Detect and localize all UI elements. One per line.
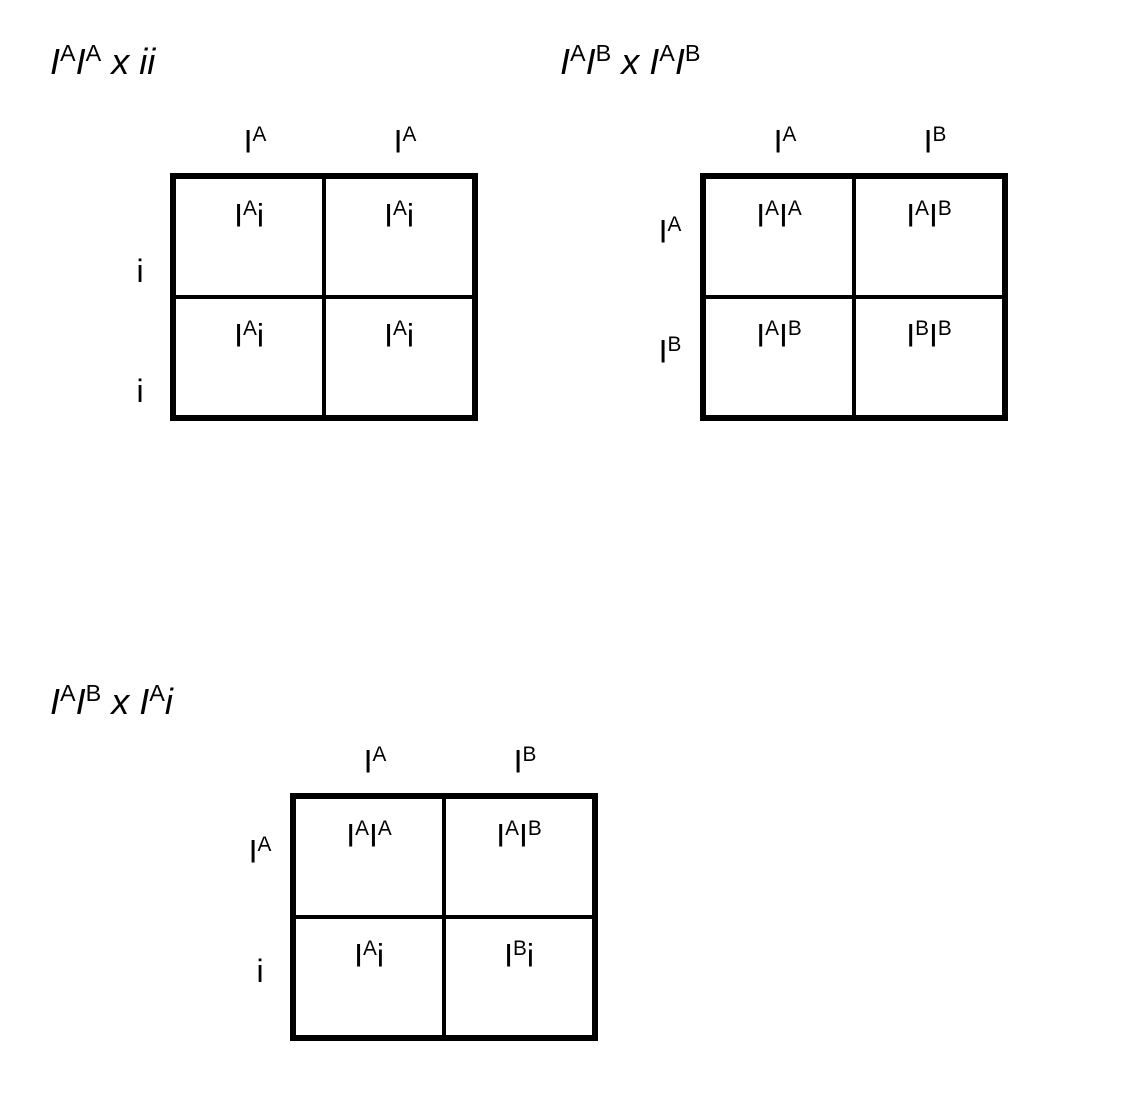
col-header-1-2: IA	[320, 123, 470, 161]
cell-1-00: IAi	[174, 177, 324, 297]
cross-title-2: IAIB x IAIB	[560, 40, 1008, 83]
col-header-3-2: IB	[440, 743, 590, 781]
col-headers-1: IA IA	[170, 123, 470, 161]
square-area-1: IA IA i i IAi IAi IAi IAi	[170, 173, 478, 421]
cell-1-11: IAi	[324, 297, 474, 417]
row-header-2-1: IA	[640, 213, 700, 251]
cell-1-01: IAi	[324, 177, 474, 297]
cell-3-01: IAIB	[444, 797, 594, 917]
col-headers-3: IA IB	[290, 743, 590, 781]
punnett-square-3: IAIB x IAi IA IB IA i IAIA IAIB IAi IBi	[50, 680, 598, 1041]
col-header-1-1: IA	[170, 123, 320, 161]
cross-title-1: IAIA x ii	[50, 40, 478, 83]
row-header-3-1: IA	[230, 833, 290, 871]
cell-2-11: IBIB	[854, 297, 1004, 417]
row-header-1-2: i	[110, 373, 170, 410]
cell-3-11: IBi	[444, 917, 594, 1037]
row-header-2-2: IB	[640, 333, 700, 371]
grid-1: IAi IAi IAi IAi	[170, 173, 478, 421]
cell-2-01: IAIB	[854, 177, 1004, 297]
col-header-3-1: IA	[290, 743, 440, 781]
col-header-2-1: IA	[700, 123, 850, 161]
row-header-1-1: i	[110, 253, 170, 290]
grid-2: IAIA IAIB IAIB IBIB	[700, 173, 1008, 421]
col-headers-2: IA IB	[700, 123, 1000, 161]
cell-2-10: IAIB	[704, 297, 854, 417]
cell-3-10: IAi	[294, 917, 444, 1037]
square-area-3: IA IB IA i IAIA IAIB IAi IBi	[290, 793, 598, 1041]
punnett-square-1: IAIA x ii IA IA i i IAi IAi IAi IAi	[50, 40, 478, 421]
row-header-3-2: i	[230, 953, 290, 990]
col-header-2-2: IB	[850, 123, 1000, 161]
grid-3: IAIA IAIB IAi IBi	[290, 793, 598, 1041]
square-area-2: IA IB IA IB IAIA IAIB IAIB IBIB	[700, 173, 1008, 421]
cross-title-3: IAIB x IAi	[50, 680, 598, 723]
cell-3-00: IAIA	[294, 797, 444, 917]
cell-2-00: IAIA	[704, 177, 854, 297]
punnett-square-2: IAIB x IAIB IA IB IA IB IAIA IAIB IAIB I…	[560, 40, 1008, 421]
cell-1-10: IAi	[174, 297, 324, 417]
